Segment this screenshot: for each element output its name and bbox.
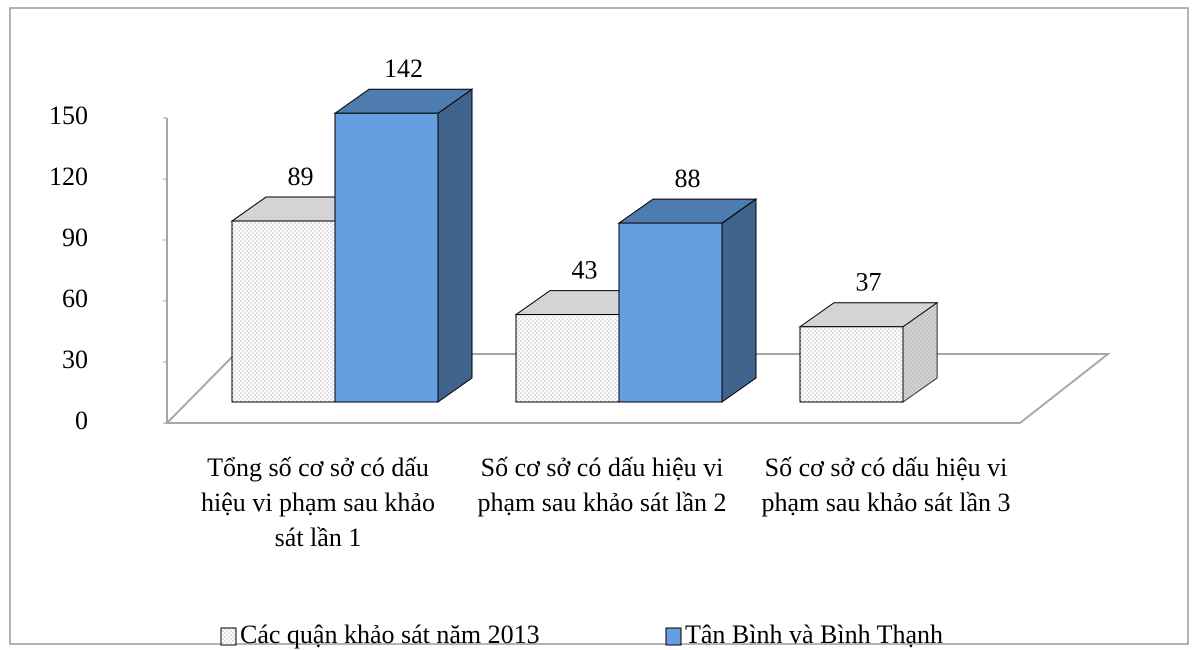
legend-label: Các quận khảo sát năm 2013	[240, 620, 540, 649]
legend-swatch	[665, 627, 682, 646]
bar-front	[515, 314, 620, 403]
bar	[798, 301, 939, 403]
data-label: 43	[572, 256, 598, 285]
bar-side	[721, 198, 757, 403]
data-label: 89	[288, 162, 314, 191]
bar	[617, 198, 758, 403]
y-tick-label: 150	[49, 101, 88, 130]
x-tick-label: Tổng số cơ sở có dấu hiệu vi phạm sau kh…	[201, 453, 435, 552]
y-tick-label: 30	[62, 345, 88, 374]
bar-side	[437, 88, 473, 403]
y-tick-label: 60	[62, 284, 88, 313]
data-label: 88	[675, 164, 701, 193]
x-tick-label: Số cơ sở có dấu hiệu vi phạm sau khảo sá…	[761, 453, 1011, 517]
bar-front	[799, 326, 904, 403]
legend-swatch	[220, 627, 237, 646]
y-tick-label: 0	[75, 406, 88, 435]
bar	[333, 88, 474, 403]
chart-border	[9, 7, 1189, 645]
x-tick-label: Số cơ sở có dấu hiệu vi phạm sau khảo sá…	[477, 453, 727, 517]
bar-front	[334, 112, 439, 403]
bar-front	[618, 222, 723, 403]
bar-side-dots	[903, 302, 937, 402]
legend-label: Tân Bình và Bình Thạnh	[685, 620, 943, 649]
data-label: 142	[384, 54, 423, 83]
bar-front	[231, 220, 336, 403]
data-label: 37	[856, 268, 882, 297]
y-tick-label: 90	[62, 223, 88, 252]
y-tick-label: 120	[49, 162, 88, 191]
